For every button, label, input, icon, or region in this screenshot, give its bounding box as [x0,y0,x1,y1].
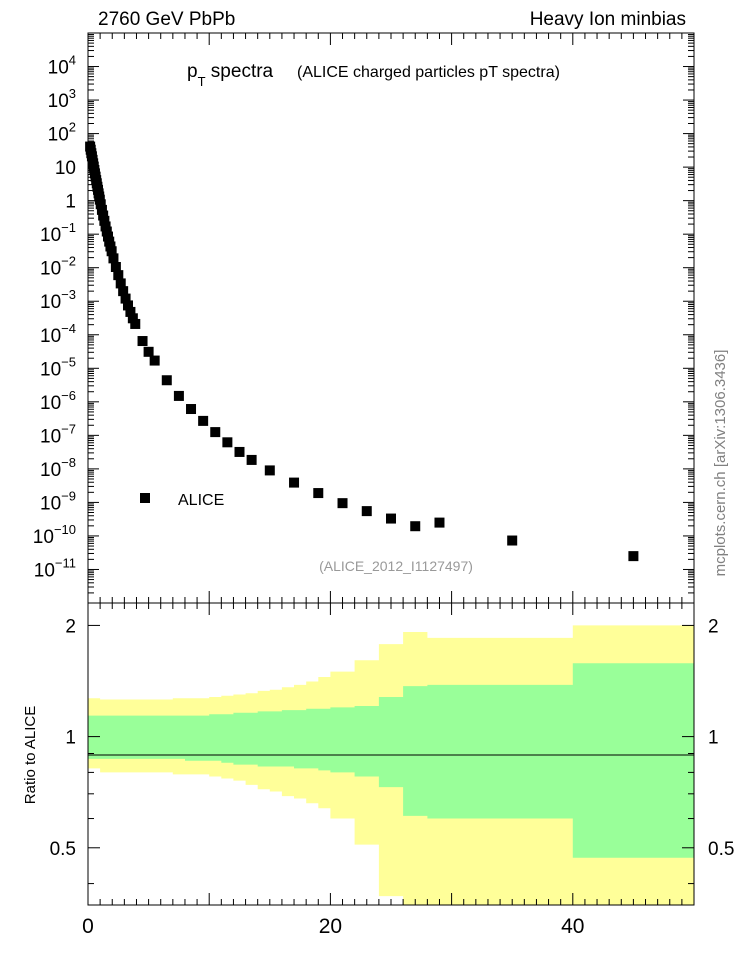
data-point [115,278,126,289]
main-y-axis: 10410310210110−110−210−310−410−510−610−7… [33,32,694,604]
analysis-tag: (ALICE_2012_I1127497) [319,558,473,574]
ratio-y-tick-label-left: 0.5 [50,839,76,860]
data-point [507,535,518,546]
data-point [264,465,275,476]
ratio-y-tick-label-right: 2 [708,616,719,637]
main-y-tick-label: 10−4 [40,321,76,347]
ratio-x-tick-label: 40 [561,915,584,938]
data-point [337,498,348,509]
data-point [102,231,113,242]
legend-marker [140,493,150,503]
ratio-bands [88,625,694,905]
ratio-x-tick-label: 20 [319,915,342,938]
ratio-y-tick-label-left: 2 [65,616,76,637]
data-point [108,253,119,264]
main-y-tick-label: 10−9 [40,488,76,514]
data-point [410,521,421,532]
ratio-panel: 0.5 0.5 1 1 2 2 0 20 40 Ratio to ALICE [22,602,734,938]
data-point [361,506,372,517]
ratio-y-label: Ratio to ALICE [22,706,39,804]
main-y-tick-label: 10−5 [40,354,76,380]
data-point [110,261,121,272]
main-y-tick-label: 10 [55,158,76,179]
ratio-y-tick-label-right: 1 [708,728,719,749]
data-point [386,513,396,524]
ratio-frame [87,602,695,906]
main-marks [85,141,639,562]
data-point [100,221,111,232]
data-point [130,318,141,329]
data-point [113,270,124,281]
main-y-tick-label: 10−10 [33,522,76,548]
data-point [434,517,445,528]
main-y-tick-label: 102 [48,120,76,146]
data-point [143,346,154,357]
header-left: 2760 GeV PbPb [98,9,235,30]
data-point [137,336,148,347]
ratio-band-stat [88,663,694,858]
title-word: spectra [206,61,274,82]
data-point [234,446,245,457]
main-y-tick-label: 10−6 [40,388,76,414]
main-y-tick-label: 1 [65,192,76,213]
data-point [95,199,106,210]
title-sub: T [198,74,206,89]
data-point [186,404,197,415]
data-point [99,215,110,226]
data-point [122,300,133,311]
main-y-tick-label: 10−7 [40,421,76,447]
main-y-tick-label: 10−2 [40,254,76,280]
data-point [125,306,136,317]
data-point [289,477,300,488]
data-point [161,375,172,386]
data-point [222,437,233,448]
data-point [173,390,184,401]
ratio-y-tick-label-left: 1 [65,728,76,749]
data-point [101,226,112,237]
side-label: mcplots.cern.ch [arXiv:1306.3436] [712,350,729,577]
main-y-tick-label: 10−11 [34,555,76,581]
ratio-x-tick-label: 0 [82,915,94,938]
data-point [98,210,109,221]
main-y-tick-label: 10−8 [40,455,76,481]
data-point [198,415,209,426]
data-point [120,293,131,304]
data-point [118,286,129,297]
title-main: p [187,61,198,82]
data-point [210,427,221,438]
data-point [127,313,138,324]
data-point [628,551,639,562]
ratio-y-axis: 0.5 0.5 1 1 2 2 [50,616,734,885]
title-note: (ALICE charged particles pT spectra) [297,64,560,81]
main-y-tick-label: 10−1 [40,220,76,246]
data-point [96,204,107,215]
main-y-tick-label: 104 [48,53,76,79]
data-point [149,355,160,366]
legend-label: ALICE [178,492,224,509]
main-y-tick-label: 103 [48,86,76,112]
header-right: Heavy Ion minbias [530,9,686,30]
ratio-x-axis: 0 20 40 [82,603,695,938]
main-title: pT spectra [187,61,274,89]
main-panel: 10410310210110−110−210−310−410−510−610−7… [33,32,695,604]
data-point [313,488,324,499]
data-point [106,246,117,257]
main-y-tick-label: 10−3 [40,287,76,313]
ratio-y-tick-label-right: 0.5 [708,839,734,860]
data-point [246,454,257,465]
